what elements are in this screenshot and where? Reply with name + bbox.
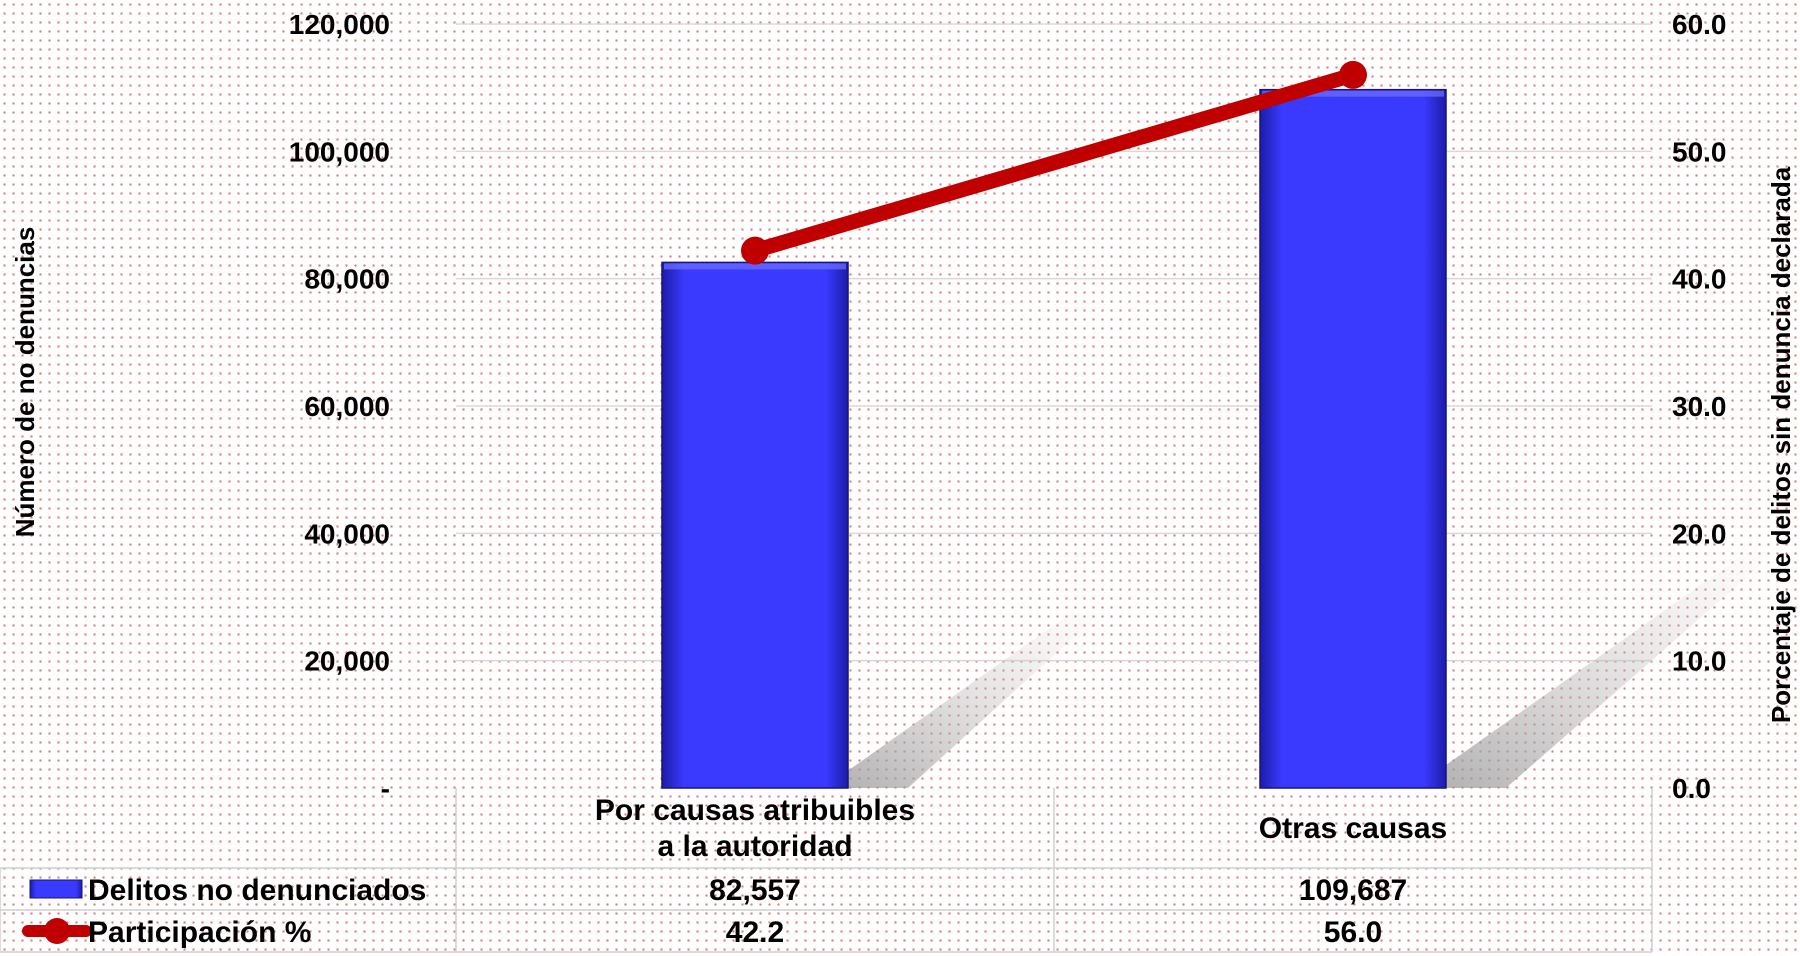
left-tick-label: -	[381, 773, 390, 804]
bar-shadows	[848, 557, 1770, 788]
legend-key-marker	[44, 918, 70, 944]
line-series	[741, 60, 1367, 265]
bar-highlight	[1262, 90, 1444, 97]
bar-series	[661, 88, 1447, 789]
right-tick-label: 20.0	[1672, 518, 1727, 549]
data-table: Por causas atribuibles a la autoridad Otra…	[0, 788, 1653, 953]
right-tick-label: 30.0	[1672, 391, 1727, 422]
legend-entry: Delitos no denunciados	[88, 874, 426, 907]
right-tick-label: 40.0	[1672, 264, 1727, 295]
line-participacion	[747, 67, 1361, 259]
left-tick-label: 40,000	[304, 518, 390, 549]
right-axis-title: Porcentaje de delitos sin denuncia decla…	[1766, 166, 1796, 723]
data-label: 109,687	[1299, 874, 1407, 907]
bar-1	[661, 261, 849, 789]
gridlines	[456, 23, 1652, 662]
left-axis-title: Número de no denuncias	[10, 227, 40, 538]
data-label: 42.2	[726, 916, 784, 949]
legend-entry: Participación %	[88, 916, 311, 949]
legend-key-bar	[29, 879, 83, 899]
line-marker	[1339, 60, 1367, 89]
category-label: Otras causas	[1259, 812, 1447, 845]
line-marker	[741, 236, 769, 265]
left-tick-label: 100,000	[289, 136, 390, 167]
left-tick-label: 20,000	[304, 646, 390, 677]
left-axis-ticks: - 20,000 40,000 60,000 80,000 100,000 120,000	[289, 9, 390, 804]
left-tick-label: 60,000	[304, 391, 390, 422]
data-label: 82,557	[709, 874, 801, 907]
bar-highlight	[664, 263, 846, 270]
right-tick-label: 10.0	[1672, 646, 1727, 677]
right-tick-label: 60.0	[1672, 9, 1727, 40]
right-tick-label: 0.0	[1672, 773, 1711, 804]
bar-shadow	[848, 614, 1099, 788]
bar-2	[1259, 88, 1447, 789]
right-axis-ticks: 0.0 10.0 20.0 30.0 40.0 50.0 60.0	[1672, 9, 1727, 804]
category-label: Por causas atribuibles a la autoridad	[595, 794, 915, 863]
left-tick-label: 120,000	[289, 9, 390, 40]
data-label: 56.0	[1324, 916, 1382, 949]
left-tick-label: 80,000	[304, 264, 390, 295]
bar-shadow	[1446, 557, 1770, 788]
right-tick-label: 50.0	[1672, 136, 1727, 167]
